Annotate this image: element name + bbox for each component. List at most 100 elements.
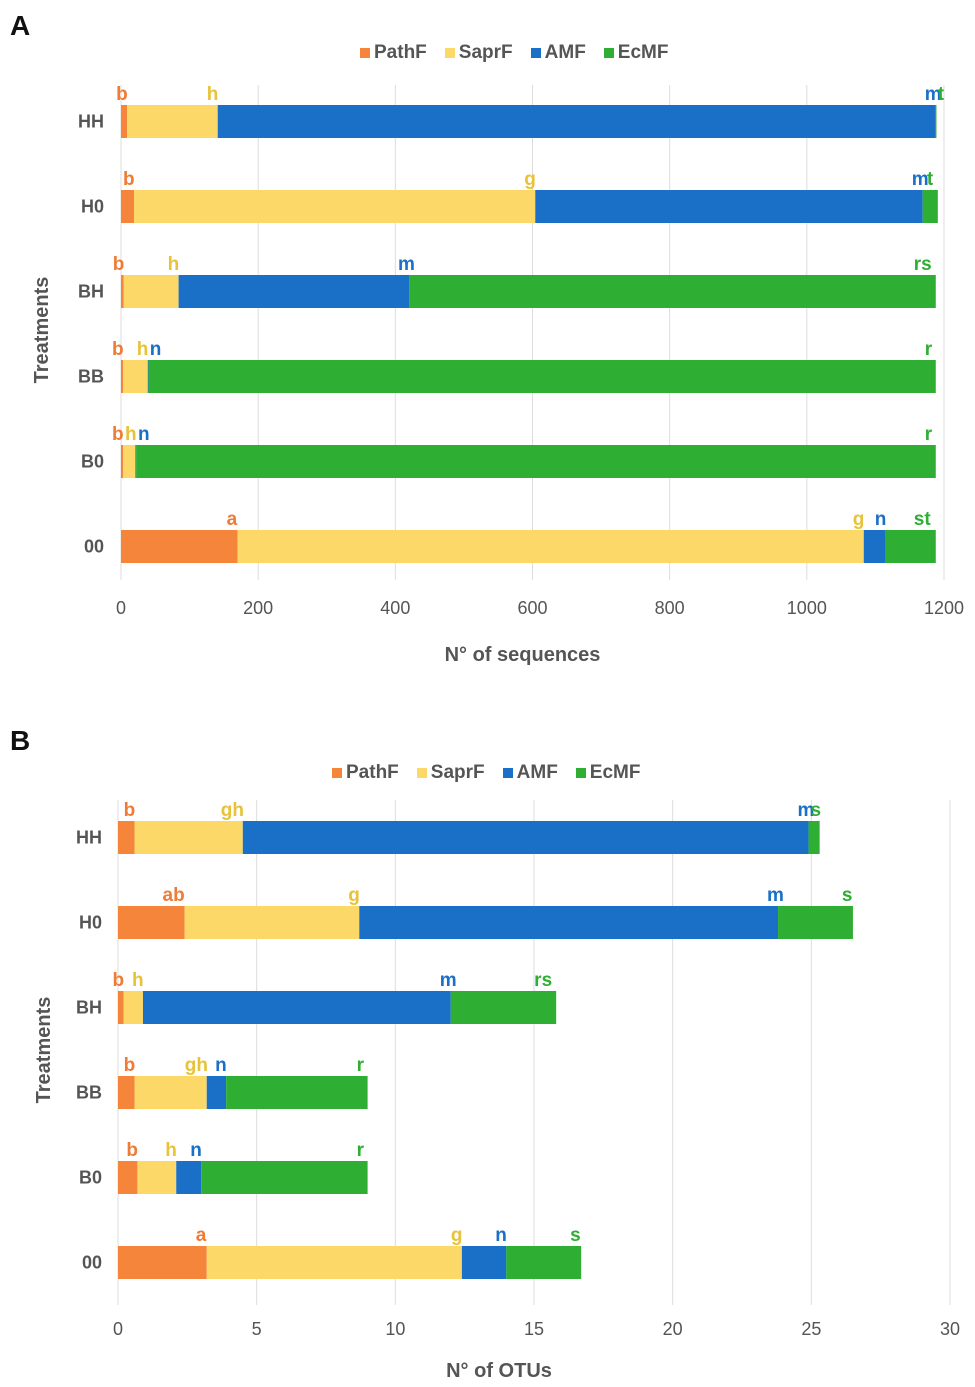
bar-segment-saprf bbox=[127, 105, 218, 138]
bar-segment-ecmf bbox=[201, 1161, 368, 1194]
bar-segment-saprf bbox=[184, 906, 360, 939]
bar-segment-ecmf bbox=[808, 821, 820, 854]
bar-segment-saprf bbox=[123, 275, 179, 308]
significance-letter: g bbox=[853, 509, 865, 530]
y-category-label: BB bbox=[76, 1083, 102, 1103]
x-tick-label: 200 bbox=[243, 598, 273, 618]
significance-letter: rs bbox=[534, 970, 552, 991]
y-category-label: 00 bbox=[82, 1253, 102, 1273]
significance-letter: gh bbox=[221, 800, 244, 821]
bar-segment-saprf bbox=[123, 991, 143, 1024]
significance-letter: b bbox=[126, 1140, 138, 1161]
bar-segment-amf bbox=[147, 360, 149, 393]
legend-label: EcMF bbox=[589, 762, 641, 783]
y-axis-label: Treatments bbox=[33, 997, 55, 1104]
bar-segment-amf bbox=[863, 530, 886, 563]
chart-a-legend: PathF SaprF AMF EcMF bbox=[360, 42, 668, 64]
x-tick-label: 1200 bbox=[924, 598, 964, 618]
significance-letter: t bbox=[938, 84, 945, 105]
significance-letter: r bbox=[925, 424, 933, 445]
chart-b-legend: PathF SaprF AMF EcMF bbox=[332, 762, 640, 784]
y-category-label: BB bbox=[78, 367, 104, 387]
legend-swatch bbox=[502, 768, 513, 778]
legend-item: EcMF bbox=[603, 42, 668, 64]
significance-letter: m bbox=[912, 169, 929, 190]
significance-letter: h bbox=[125, 424, 137, 445]
legend-swatch bbox=[444, 48, 455, 58]
bar-segment-saprf bbox=[123, 360, 148, 393]
significance-letter: h bbox=[137, 339, 149, 360]
bar-segment-pathf bbox=[118, 991, 124, 1024]
bar-segment-saprf bbox=[237, 530, 864, 563]
bar-segment-pathf bbox=[118, 906, 185, 939]
x-tick-label: 400 bbox=[380, 598, 410, 618]
bar-segment-saprf bbox=[134, 821, 243, 854]
significance-letter: b bbox=[116, 84, 128, 105]
significance-letter: n bbox=[875, 509, 887, 530]
bar-segment-pathf bbox=[118, 1076, 135, 1109]
bar-segment-amf bbox=[217, 105, 936, 138]
legend-label: AMF bbox=[544, 42, 586, 63]
bar-segment-saprf bbox=[134, 190, 536, 223]
bar-segment-saprf bbox=[137, 1161, 177, 1194]
significance-letter: rs bbox=[914, 254, 932, 275]
x-tick-label: 25 bbox=[801, 1319, 821, 1339]
x-tick-label: 0 bbox=[116, 598, 126, 618]
legend-item: AMF bbox=[502, 762, 558, 784]
y-category-label: BH bbox=[78, 282, 104, 302]
bar-segment-pathf bbox=[121, 190, 135, 223]
bar-segment-amf bbox=[135, 445, 137, 478]
bar-segment-amf bbox=[461, 1246, 507, 1279]
x-tick-label: 30 bbox=[940, 1319, 960, 1339]
x-tick-label: 20 bbox=[663, 1319, 683, 1339]
significance-letter: m bbox=[767, 885, 784, 906]
y-category-label: H0 bbox=[81, 197, 104, 217]
significance-letter: b bbox=[123, 169, 135, 190]
significance-letter: b bbox=[113, 970, 125, 991]
significance-letter: b bbox=[124, 800, 136, 821]
legend-label: SaprF bbox=[430, 762, 485, 783]
x-tick-label: 0 bbox=[113, 1319, 123, 1339]
significance-letter: h bbox=[132, 970, 144, 991]
significance-letter: g bbox=[348, 885, 360, 906]
significance-letter: n bbox=[215, 1055, 227, 1076]
bar-segment-ecmf bbox=[778, 906, 853, 939]
bar-segment-ecmf bbox=[922, 190, 938, 223]
x-tick-label: 15 bbox=[524, 1319, 544, 1339]
bar-segment-pathf bbox=[118, 1161, 138, 1194]
legend-item: SaprF bbox=[416, 762, 485, 784]
legend-item: PathF bbox=[360, 42, 427, 64]
bar-segment-amf bbox=[359, 906, 779, 939]
bar-segment-ecmf bbox=[136, 445, 936, 478]
significance-letter: b bbox=[112, 424, 124, 445]
x-tick-label: 1000 bbox=[787, 598, 827, 618]
x-tick-label: 800 bbox=[655, 598, 685, 618]
bar-segment-pathf bbox=[121, 105, 128, 138]
y-category-label: B0 bbox=[81, 452, 104, 472]
significance-letter: n bbox=[138, 424, 150, 445]
bar-segment-pathf bbox=[121, 530, 238, 563]
legend-item: EcMF bbox=[575, 762, 641, 784]
bar-segment-ecmf bbox=[885, 530, 936, 563]
significance-letter: n bbox=[190, 1140, 202, 1161]
y-category-label: HH bbox=[76, 828, 102, 848]
x-tick-label: 10 bbox=[385, 1319, 405, 1339]
bar-segment-pathf bbox=[121, 445, 124, 478]
significance-letter: s bbox=[811, 800, 822, 821]
bar-segment-amf bbox=[176, 1161, 202, 1194]
significance-letter: s bbox=[842, 885, 853, 906]
y-axis-label: Treatments bbox=[31, 277, 53, 384]
legend-swatch bbox=[332, 768, 342, 778]
bar-segment-saprf bbox=[206, 1246, 462, 1279]
significance-letter: r bbox=[357, 1140, 365, 1161]
legend-swatch bbox=[575, 768, 586, 778]
significance-letter: g bbox=[524, 169, 536, 190]
significance-letter: st bbox=[914, 509, 932, 530]
x-tick-label: 600 bbox=[517, 598, 547, 618]
legend-label: PathF bbox=[346, 762, 399, 783]
significance-letter: h bbox=[168, 254, 180, 275]
y-category-label: H0 bbox=[79, 913, 102, 933]
significance-letter: ab bbox=[163, 885, 185, 906]
legend-label: AMF bbox=[516, 762, 558, 783]
significance-letter: n bbox=[495, 1225, 507, 1246]
